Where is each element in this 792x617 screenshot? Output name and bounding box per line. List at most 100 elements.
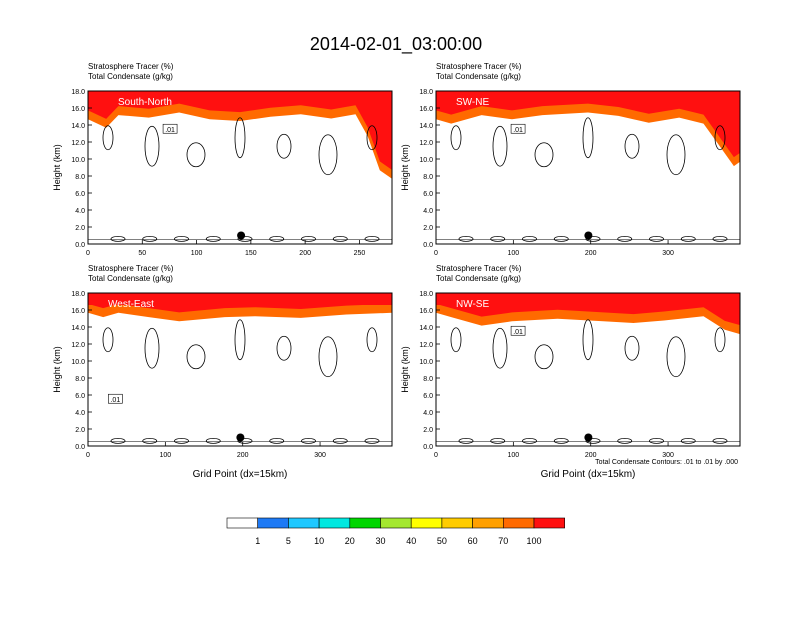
colorbar-label: 40 (406, 536, 416, 546)
contour-line (714, 327, 726, 353)
y-tick-label: 8.0 (423, 174, 433, 181)
y-tick-label: 2.0 (423, 225, 433, 232)
contour-note: Total Condensate Contours: .01 to .01 by… (595, 459, 738, 466)
y-tick-label: 18.0 (419, 291, 433, 298)
x-tick-label: 50 (138, 250, 146, 257)
location-marker (584, 433, 593, 442)
contour-line (364, 437, 380, 444)
y-tick-label: 10.0 (419, 157, 433, 164)
y-tick-label: 0.0 (75, 444, 85, 451)
tracer-top-band (88, 293, 392, 305)
y-tick-label: 2.0 (75, 225, 85, 232)
y-tick-label: 14.0 (419, 325, 433, 332)
colorbar-swatch (502, 517, 535, 529)
y-tick-label: 4.0 (75, 410, 85, 417)
contour-line (522, 437, 537, 444)
contour-line (142, 235, 158, 242)
y-axis-label: Height (km) (52, 346, 62, 393)
x-tick-label: 0 (86, 250, 90, 257)
chart-panel: .01 SW-NE Stratosphere Tracer (%)Total Con… (400, 62, 741, 257)
x-tick-label: 0 (434, 452, 438, 459)
contour-line (450, 125, 462, 151)
y-tick-label: 6.0 (423, 393, 433, 400)
y-tick-label: 18.0 (71, 89, 85, 96)
colorbar-swatch (318, 517, 351, 529)
x-tick-label: 0 (434, 250, 438, 257)
y-tick-label: 4.0 (423, 208, 433, 215)
colorbar-swatch (288, 517, 320, 529)
condensate-contours (450, 319, 728, 444)
contour-line (186, 344, 206, 370)
x-tick-label: 200 (299, 250, 311, 257)
x-tick-label: 200 (585, 250, 597, 257)
contour-line (585, 437, 601, 444)
contour-line (234, 117, 246, 159)
contour-line (205, 235, 221, 242)
plot-frame (435, 90, 741, 245)
tracer-field (436, 91, 740, 167)
contour-line (624, 133, 640, 159)
contour-line (534, 344, 554, 370)
y-tick-label: 16.0 (71, 308, 85, 315)
y-tick-label: 18.0 (71, 291, 85, 298)
contour-label: .01 (110, 397, 120, 404)
contour-line (458, 437, 474, 444)
contour-line (142, 437, 158, 444)
contour-label-box (108, 393, 123, 404)
y-tick-label: 10.0 (71, 157, 85, 164)
colorbar-label: 20 (345, 536, 355, 546)
contour-line (237, 437, 253, 444)
y-tick-label: 18.0 (419, 89, 433, 96)
tracer-field (436, 293, 740, 335)
colorbar-label: 60 (468, 536, 478, 546)
contour-line (617, 437, 633, 444)
field-label: Stratosphere Tracer (%) (88, 62, 174, 71)
contour-line (269, 437, 285, 444)
y-tick-label: 12.0 (419, 140, 433, 147)
colorbar-swatch (257, 517, 289, 529)
contour-line (332, 437, 348, 444)
contour-line (234, 319, 246, 361)
contour-line (276, 133, 292, 159)
tracer-field (88, 293, 392, 322)
y-tick-label: 16.0 (419, 106, 433, 113)
contour-label: .01 (513, 127, 523, 134)
panel-name: NW-SE (456, 299, 489, 310)
contour-line (553, 235, 569, 242)
contour-line (492, 327, 508, 369)
y-tick-label: 10.0 (419, 359, 433, 366)
contour-line (522, 235, 537, 242)
contour-line (186, 142, 206, 168)
contour-line (205, 437, 221, 444)
x-tick-label: 300 (314, 452, 326, 459)
contour-line (102, 327, 114, 353)
contour-line (492, 125, 508, 167)
y-tick-label: 12.0 (71, 342, 85, 349)
contour-line (490, 437, 506, 444)
y-tick-label: 8.0 (423, 376, 433, 383)
contour-line (649, 235, 664, 242)
x-tick-label: 200 (237, 452, 249, 459)
colorbar-swatch (441, 517, 473, 529)
contour-line (712, 437, 728, 444)
field-label: Total Condensate (g/kg) (436, 274, 521, 283)
colorbar-label: 50 (437, 536, 447, 546)
contour-line (680, 235, 696, 242)
x-tick-label: 300 (662, 452, 674, 459)
y-axis-label: Height (km) (400, 144, 410, 191)
y-tick-label: 10.0 (71, 359, 85, 366)
y-tick-label: 6.0 (75, 191, 85, 198)
x-tick-label: 100 (160, 452, 172, 459)
condensate-contours (450, 117, 728, 242)
colorbar-label: 100 (526, 536, 541, 546)
colorbar-swatch (472, 517, 504, 529)
contour-line (237, 235, 253, 242)
y-tick-label: 0.0 (75, 242, 85, 249)
contour-line (666, 134, 686, 176)
x-tick-label: 300 (662, 250, 674, 257)
colorbar-swatch (349, 517, 381, 529)
tracer-top-band (88, 91, 392, 103)
